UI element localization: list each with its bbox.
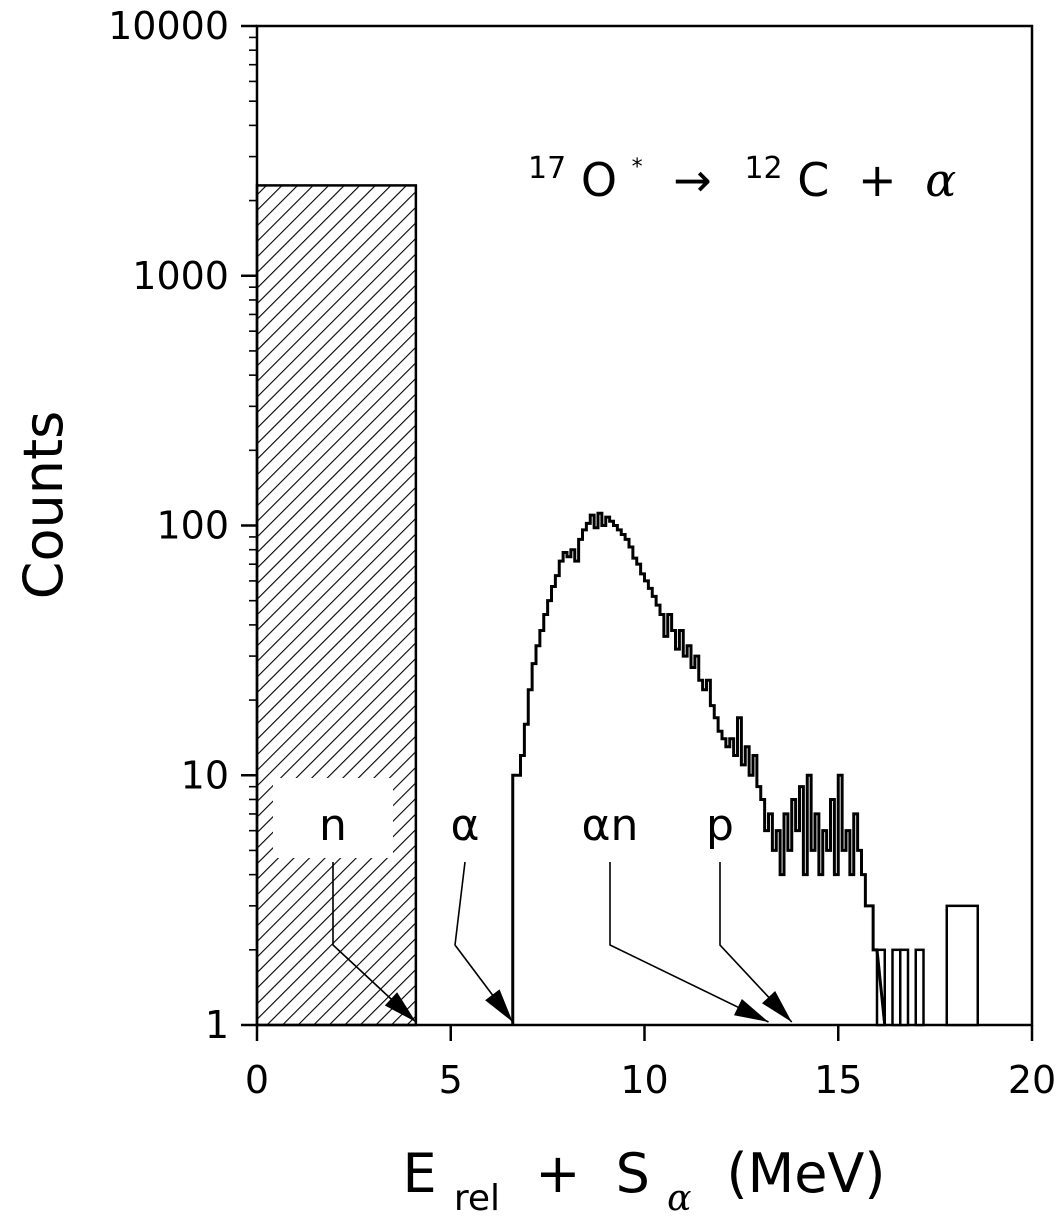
histogram-layer (511, 511, 887, 1026)
xlabel-s: S (616, 1142, 650, 1205)
x-tick-label: 15 (814, 1058, 862, 1102)
y-tick-label: 100 (156, 504, 229, 548)
marker-label: p (706, 800, 734, 851)
title-parent-mass: 17 (528, 151, 566, 186)
marker-leader (454, 861, 514, 1023)
y-axis-label: Counts (12, 411, 75, 600)
xlabel-unit: (MeV) (727, 1142, 886, 1205)
title-arrow: → (673, 153, 712, 207)
marker-arrowhead (761, 990, 792, 1022)
xlabel-rel: rel (454, 1178, 500, 1219)
title-parent-symbol: O (581, 153, 617, 207)
xlabel-alpha: α (667, 1178, 691, 1219)
marker-arrowhead (485, 989, 513, 1022)
tail-bar (945, 904, 979, 1027)
y-tick-label: 10000 (108, 4, 229, 48)
marker-label-box (273, 778, 393, 858)
marker-leader (609, 862, 769, 1023)
title-daughter-symbol: C (797, 153, 829, 207)
title-parent-star: * (632, 155, 643, 180)
marker-arrowhead (384, 992, 416, 1022)
tail-bar (914, 948, 925, 1027)
y-tick-label: 1000 (132, 254, 229, 298)
title-alpha: α (925, 153, 956, 207)
annotation-layer: n α αn p (273, 778, 793, 1023)
title-plus: + (858, 153, 897, 207)
tail-bar (899, 948, 910, 1027)
xlabel-e: E (403, 1142, 437, 1205)
histogram-series (511, 511, 887, 1026)
marker-arrowhead (733, 999, 769, 1022)
chart-title: 17 O * → 12 C + α (528, 131, 956, 207)
y-tick-label: 1 (205, 1003, 229, 1047)
marker-leader (332, 862, 417, 1023)
x-tick-label: 10 (620, 1058, 668, 1102)
bars-layer (255, 184, 979, 1027)
hatched-bar (255, 184, 418, 1027)
title-daughter-mass: 12 (744, 151, 782, 186)
xlabel-plus: + (535, 1142, 580, 1205)
marker-leader (719, 862, 793, 1023)
x-axis-label: E rel + S α (MeV) (403, 1142, 886, 1223)
x-tick-label: 0 (245, 1058, 269, 1102)
marker-label: αn (582, 800, 639, 851)
marker-label: n (319, 800, 347, 851)
marker-label: α (450, 800, 479, 851)
x-tick-label: 5 (439, 1058, 463, 1102)
x-tick-label: 20 (1008, 1058, 1056, 1102)
axes-layer: 1 10 100 1000 10000 0 5 10 15 20 (108, 4, 1056, 1102)
y-tick-label: 10 (181, 753, 229, 797)
